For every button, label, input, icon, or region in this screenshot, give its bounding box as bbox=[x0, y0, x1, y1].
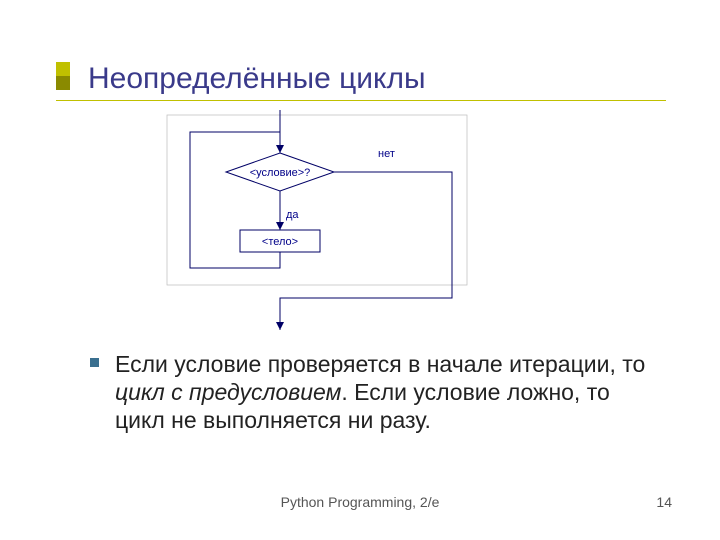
accent-square-top bbox=[56, 62, 70, 76]
svg-text:да: да bbox=[286, 209, 299, 221]
svg-text:<условие>?: <условие>? bbox=[250, 167, 311, 179]
svg-text:<тело>: <тело> bbox=[262, 236, 298, 248]
bullet-icon bbox=[90, 358, 99, 367]
title-accent bbox=[56, 62, 78, 90]
body-text: Если условие проверяется в начале итерац… bbox=[115, 350, 660, 434]
body-seg2-italic: цикл с предусловием bbox=[115, 379, 341, 405]
footer-page-number: 14 bbox=[656, 494, 672, 510]
title-underline bbox=[56, 100, 666, 101]
footer-center: Python Programming, 2/e bbox=[0, 494, 720, 510]
svg-text:нет: нет bbox=[378, 148, 395, 160]
slide-title-block: Неопределённые циклы bbox=[56, 62, 426, 95]
while-loop-flowchart: <условие>? <тело> да нет bbox=[162, 110, 492, 335]
slide-title: Неопределённые циклы bbox=[88, 62, 426, 95]
body-seg1: Если условие проверяется в начале итерац… bbox=[115, 351, 645, 377]
accent-square-bottom bbox=[56, 76, 70, 90]
body-paragraph: Если условие проверяется в начале итерац… bbox=[90, 350, 660, 434]
